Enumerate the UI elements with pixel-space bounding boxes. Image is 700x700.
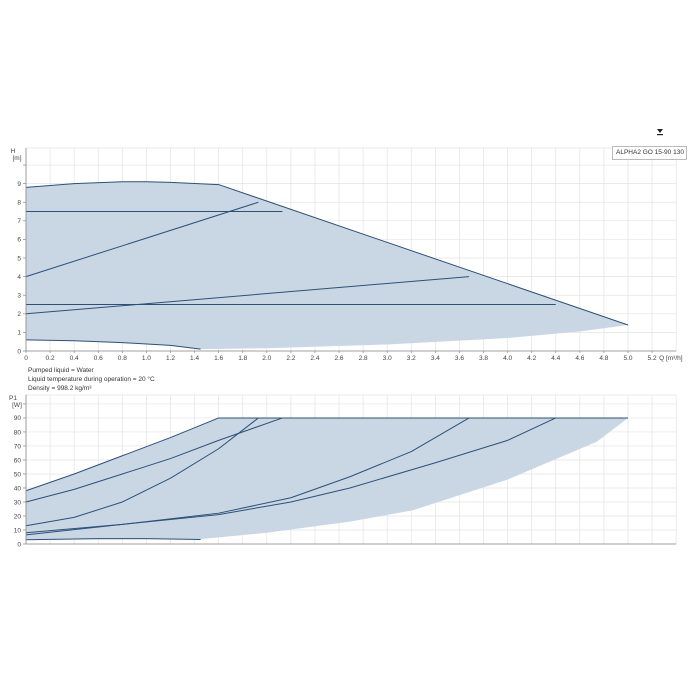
x-tick-label: 5.2 bbox=[648, 355, 657, 362]
y-tick-label: 1 bbox=[17, 330, 21, 337]
x-tick-label: 2.0 bbox=[262, 355, 271, 362]
operating-range-area bbox=[26, 181, 628, 350]
y-tick-label: 2 bbox=[17, 311, 21, 318]
x-tick-label: 4.8 bbox=[599, 355, 608, 362]
curve-6 bbox=[25, 538, 201, 541]
x-tick-label: 0.4 bbox=[70, 355, 79, 362]
y-axis-unit: [W] bbox=[12, 402, 22, 409]
y-tick-label: 80 bbox=[14, 429, 22, 436]
density-info: Density = 998.2 kg/m³ bbox=[28, 385, 92, 392]
y-tick-label: 90 bbox=[14, 415, 22, 422]
y-axis-unit: [m] bbox=[12, 155, 21, 162]
x-axis-label: Q [m³/h] bbox=[659, 355, 683, 362]
operating-range-area bbox=[26, 417, 628, 540]
y-tick-label: 5 bbox=[17, 255, 21, 262]
x-tick-label: 1.0 bbox=[142, 355, 151, 362]
x-tick-label: 4.2 bbox=[527, 355, 536, 362]
y-tick-label: 3 bbox=[17, 293, 21, 300]
y-tick-label: 50 bbox=[14, 471, 22, 478]
curve-2 bbox=[25, 417, 283, 503]
x-tick-label: 4.4 bbox=[551, 355, 560, 362]
x-tick-label: 1.4 bbox=[190, 355, 199, 362]
y-tick-label: 30 bbox=[14, 499, 22, 506]
x-tick-label: 4.0 bbox=[503, 355, 512, 362]
curve-3 bbox=[25, 201, 259, 278]
y-tick-label: 40 bbox=[14, 485, 22, 492]
y-tick-label: 20 bbox=[14, 513, 22, 520]
liquid-temperature-info: Liquid temperature during operation = 20… bbox=[28, 376, 155, 383]
chart-legend: ALPHA2 GO 15-90 130 bbox=[612, 146, 687, 160]
y-axis-label: P1 bbox=[9, 395, 17, 402]
x-tick-label: 3.8 bbox=[479, 355, 488, 362]
y-tick-label: 0 bbox=[17, 541, 21, 548]
x-tick-label: 1.2 bbox=[166, 355, 175, 362]
curve-6 bbox=[25, 339, 201, 350]
y-tick-label: 60 bbox=[14, 457, 22, 464]
y-tick-label: 10 bbox=[14, 527, 22, 534]
x-tick-label: 2.6 bbox=[335, 355, 344, 362]
x-tick-label: 2.2 bbox=[286, 355, 295, 362]
y-tick-label: 0 bbox=[17, 348, 21, 355]
y-tick-label: 70 bbox=[14, 443, 22, 450]
x-tick-label: 3.0 bbox=[383, 355, 392, 362]
x-tick-label: 4.6 bbox=[575, 355, 584, 362]
legend-label: ALPHA2 GO 15-90 130 bbox=[616, 149, 684, 156]
x-tick-label: 0.6 bbox=[94, 355, 103, 362]
x-tick-label: 1.6 bbox=[214, 355, 223, 362]
x-tick-label: 3.6 bbox=[455, 355, 464, 362]
x-tick-label: 2.8 bbox=[359, 355, 368, 362]
x-tick-label: 5.0 bbox=[623, 355, 632, 362]
curve-1 bbox=[25, 181, 629, 326]
x-tick-label: 3.2 bbox=[407, 355, 416, 362]
curve-1 bbox=[25, 417, 628, 492]
download-icon[interactable] bbox=[655, 127, 665, 137]
y-tick-label: 4 bbox=[17, 274, 21, 281]
x-tick-label: 2.4 bbox=[310, 355, 319, 362]
x-tick-label: 1.8 bbox=[238, 355, 247, 362]
x-tick-label: 0 bbox=[24, 355, 28, 362]
y-axis-label: H bbox=[11, 148, 16, 155]
curve-5 bbox=[25, 276, 470, 315]
y-tick-label: 7 bbox=[17, 218, 21, 225]
x-tick-label: 3.4 bbox=[431, 355, 440, 362]
y-tick-label: 6 bbox=[17, 237, 21, 244]
y-tick-label: 9 bbox=[17, 181, 21, 188]
curve-3 bbox=[25, 417, 259, 527]
pumped-liquid-info: Pumped liquid = Water bbox=[28, 367, 94, 374]
curve-5 bbox=[25, 417, 556, 536]
x-tick-label: 0.2 bbox=[46, 355, 55, 362]
y-tick-label: 8 bbox=[17, 200, 21, 207]
x-tick-label: 0.8 bbox=[118, 355, 127, 362]
